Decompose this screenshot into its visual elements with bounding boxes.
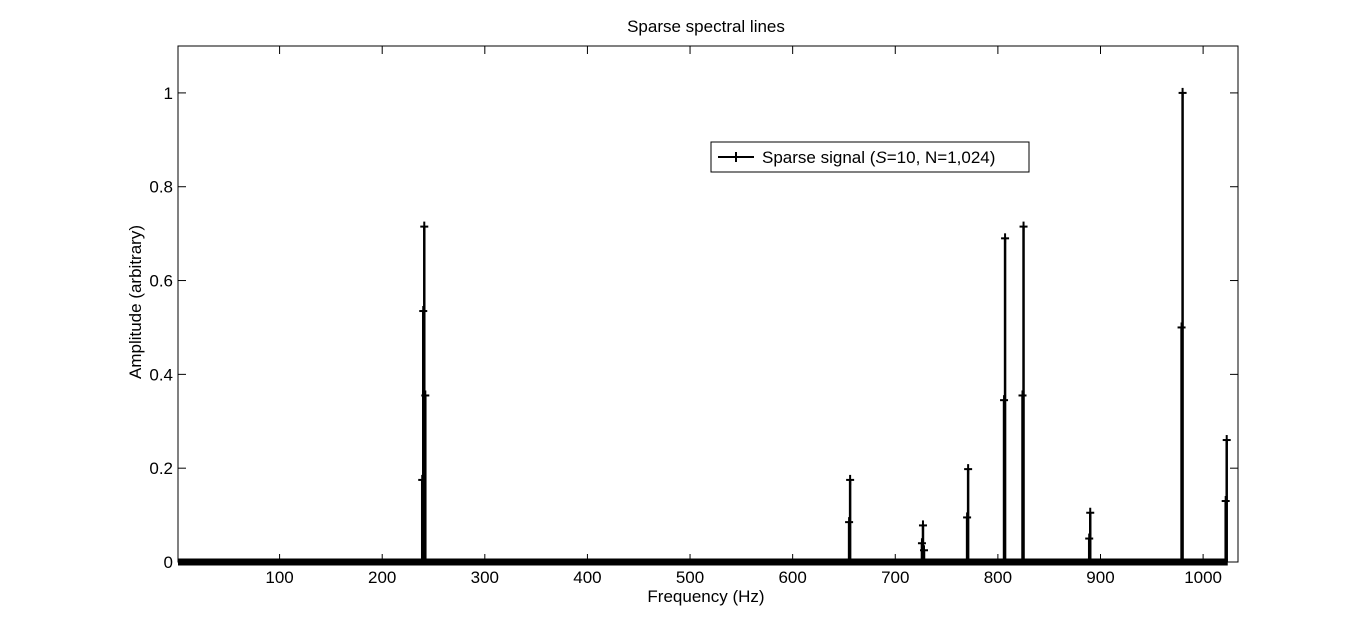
x-tick-label: 1000 — [1184, 568, 1222, 587]
data-point-marker — [1086, 507, 1095, 518]
data-point-marker — [420, 221, 429, 232]
y-tick-label: 0.2 — [149, 459, 173, 478]
data-point-marker — [1000, 395, 1009, 406]
chart-title: Sparse spectral lines — [627, 17, 785, 36]
data-point-marker — [963, 512, 972, 523]
legend-marker — [731, 152, 741, 162]
data-point-marker — [846, 474, 855, 485]
y-axis-ticks: 0 0.2 0.4 0.6 0.8 1 — [149, 84, 1238, 572]
data-point-marker — [1177, 322, 1186, 333]
x-axis-label: Frequency (Hz) — [647, 587, 764, 606]
y-tick-label: 0 — [164, 553, 173, 572]
x-tick-label: 600 — [778, 568, 806, 587]
y-tick-label: 1 — [164, 84, 173, 103]
legend-entry-label: Sparse signal (S=10, N=1,024) — [762, 148, 995, 167]
x-tick-label: 400 — [573, 568, 601, 587]
legend: Sparse signal (S=10, N=1,024) — [710, 141, 1030, 173]
legend-box — [710, 141, 1030, 173]
x-tick-label: 700 — [881, 568, 909, 587]
plot-frame — [177, 45, 1239, 563]
data-point-marker — [920, 545, 929, 556]
legend-label-part1: Sparse signal ( — [762, 148, 876, 167]
x-tick-label: 300 — [471, 568, 499, 587]
data-point-marker — [421, 390, 430, 401]
data-point-marker — [1001, 233, 1010, 244]
x-tick-label: 200 — [368, 568, 396, 587]
data-point-marker — [1178, 87, 1187, 98]
data-point-marker — [1019, 221, 1028, 232]
data-point-marker — [845, 517, 854, 528]
x-tick-label: 500 — [676, 568, 704, 587]
y-tick-label: 0.4 — [149, 365, 173, 384]
y-tick-label: 0.6 — [149, 272, 173, 291]
data-point-marker — [964, 464, 973, 475]
data-point-marker — [418, 474, 427, 485]
data-point-marker — [419, 306, 428, 317]
data-point-marker — [917, 538, 926, 549]
plot-area — [178, 46, 1238, 562]
legend-label-italic: S — [875, 148, 887, 167]
data-point-marker — [918, 520, 927, 531]
legend-label-part2: =10, N=1,024) — [887, 148, 996, 167]
x-tick-label: 800 — [984, 568, 1012, 587]
x-axis-ticks: 100 200 300 400 500 600 700 800 900 1000 — [265, 46, 1222, 587]
y-axis-label: Amplitude (arbitrary) — [126, 225, 145, 379]
data-point-marker — [1018, 390, 1027, 401]
data-point-marker — [1085, 533, 1094, 544]
y-tick-label: 0.8 — [149, 178, 173, 197]
x-tick-label: 900 — [1086, 568, 1114, 587]
x-tick-label: 100 — [265, 568, 293, 587]
data-point-marker — [1221, 496, 1230, 507]
data-point-marker — [1222, 435, 1231, 446]
